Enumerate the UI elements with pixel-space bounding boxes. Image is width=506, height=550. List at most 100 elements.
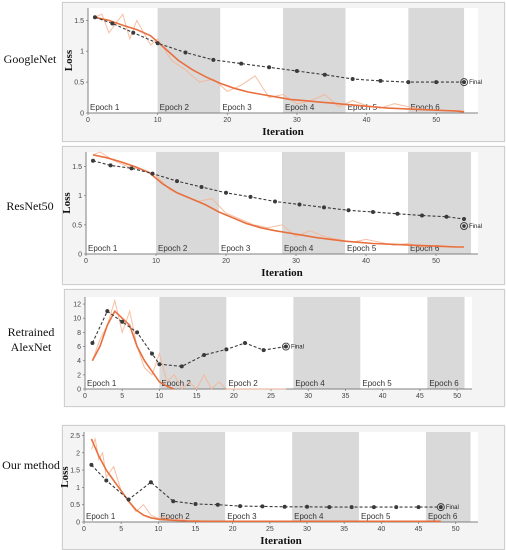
x-tick-label: 25 [266, 526, 274, 533]
validation-point [322, 72, 327, 77]
epoch-band [159, 297, 227, 389]
x-tick-label: 5 [119, 526, 123, 533]
x-tick-label: 0 [86, 117, 90, 124]
y-tick-label: 8 [77, 330, 81, 337]
validation-point [261, 348, 266, 353]
chart-panel-resnet50: ResNet50 Epoch 1 Epoch 2 Epoch 3 Epoch 4 Epo… [0, 145, 506, 285]
epoch-band [158, 432, 226, 522]
epoch-label: Epoch 2 [228, 379, 258, 388]
epoch-label: Epoch 1 [86, 512, 116, 521]
epoch-band [425, 432, 471, 522]
validation-point [260, 504, 265, 509]
y-tick-label: 2 [76, 450, 80, 457]
x-tick-label: 20 [229, 526, 237, 533]
y-axis-title: Loss [63, 49, 75, 71]
epoch-label: Epoch 6 [410, 244, 440, 253]
y-tick-label: 2 [77, 372, 81, 379]
y-tick-label: 1.5 [74, 18, 84, 25]
row-label: ResNet50 [6, 199, 54, 213]
x-tick-label: 25 [267, 393, 275, 400]
epoch-band [226, 297, 294, 389]
row-label: GoogleNet [3, 52, 57, 66]
final-label: Final [291, 345, 304, 351]
validation-point [90, 341, 95, 345]
chart-svg: Epoch 1 Epoch 2 Epoch 3 Epoch 4 Epoch 5 Epoch… [61, 151, 482, 279]
epoch-label: Epoch 2 [158, 244, 188, 253]
epoch-label: Epoch 6 [428, 512, 458, 521]
x-axis-title: Iteration [262, 126, 304, 138]
epoch-band [86, 152, 156, 254]
validation-point [267, 65, 272, 70]
x-tick-label: 35 [340, 526, 348, 533]
x-tick-label: 30 [292, 258, 300, 265]
epoch-band [157, 8, 221, 113]
x-tick-label: 10 [154, 526, 162, 533]
validation-point [171, 499, 176, 504]
y-axis-title: Loss [61, 192, 73, 214]
x-axis-title: Iteration [260, 535, 302, 547]
x-tick-label: 0 [82, 526, 86, 533]
validation-point [294, 69, 299, 73]
y-tick-label: 2.5 [70, 433, 80, 440]
validation-point [92, 15, 97, 20]
epoch-label: Epoch 3 [222, 103, 252, 112]
validation-point [199, 184, 204, 189]
final-marker [460, 222, 468, 230]
epoch-label: Epoch 2 [160, 512, 190, 521]
validation-point [406, 80, 411, 85]
validation-point [193, 502, 198, 506]
epoch-band [293, 297, 361, 389]
validation-point [282, 504, 287, 509]
final-marker [436, 503, 445, 512]
x-tick-label: 40 [377, 526, 385, 533]
validation-point [273, 199, 277, 204]
x-tick-label: 45 [415, 526, 423, 533]
validation-point [211, 57, 216, 62]
validation-point [239, 61, 244, 66]
y-tick-label: 10 [73, 316, 81, 323]
final-label: Final [469, 80, 482, 86]
epoch-label: Epoch 4 [294, 512, 324, 521]
validation-point [179, 364, 184, 369]
x-tick-label: 40 [363, 117, 371, 124]
validation-point [371, 505, 376, 510]
x-tick-label: 20 [222, 258, 230, 265]
x-axis-title: Iteration [261, 267, 303, 279]
validation-point [420, 213, 424, 218]
epoch-label: Epoch 1 [88, 244, 118, 253]
training-smoothed-line [91, 309, 175, 390]
validation-point [327, 505, 332, 510]
chart-svg: Epoch 1 Epoch 2 Epoch 2 Epoch 4 Epoch 5 Epoch… [73, 297, 472, 400]
epoch-band [345, 152, 408, 254]
validation-point [248, 194, 253, 199]
training-raw-line [90, 436, 203, 522]
x-tick-label: 50 [432, 258, 440, 265]
epoch-label: Epoch 5 [362, 379, 392, 388]
x-tick-label: 20 [223, 117, 231, 124]
final-marker-dot [462, 224, 466, 228]
y-tick-label: 0.5 [74, 80, 84, 87]
epoch-band [156, 152, 219, 254]
validation-point [346, 208, 351, 213]
x-tick-label: 50 [452, 526, 460, 533]
y-tick-label: 0 [78, 252, 82, 259]
validation-point [120, 319, 125, 324]
validation-point [155, 41, 160, 46]
y-tick-label: 0 [76, 520, 80, 527]
x-tick-label: 10 [154, 117, 162, 124]
validation-point [305, 504, 310, 509]
epoch-label: Epoch 4 [295, 379, 325, 388]
epoch-label: Epoch 4 [285, 103, 315, 112]
x-tick-label: 15 [193, 393, 201, 400]
epoch-band [84, 432, 159, 522]
validation-point [224, 190, 228, 195]
row-label: Our method [2, 458, 60, 472]
epoch-label: Epoch 5 [361, 512, 391, 521]
epoch-label: Epoch 1 [90, 103, 120, 112]
x-tick-label: 15 [192, 526, 200, 533]
final-marker [281, 342, 290, 351]
validation-point [110, 21, 115, 26]
training-smoothed-line [92, 154, 464, 248]
x-tick-label: 45 [416, 393, 424, 400]
validation-point [108, 163, 113, 168]
